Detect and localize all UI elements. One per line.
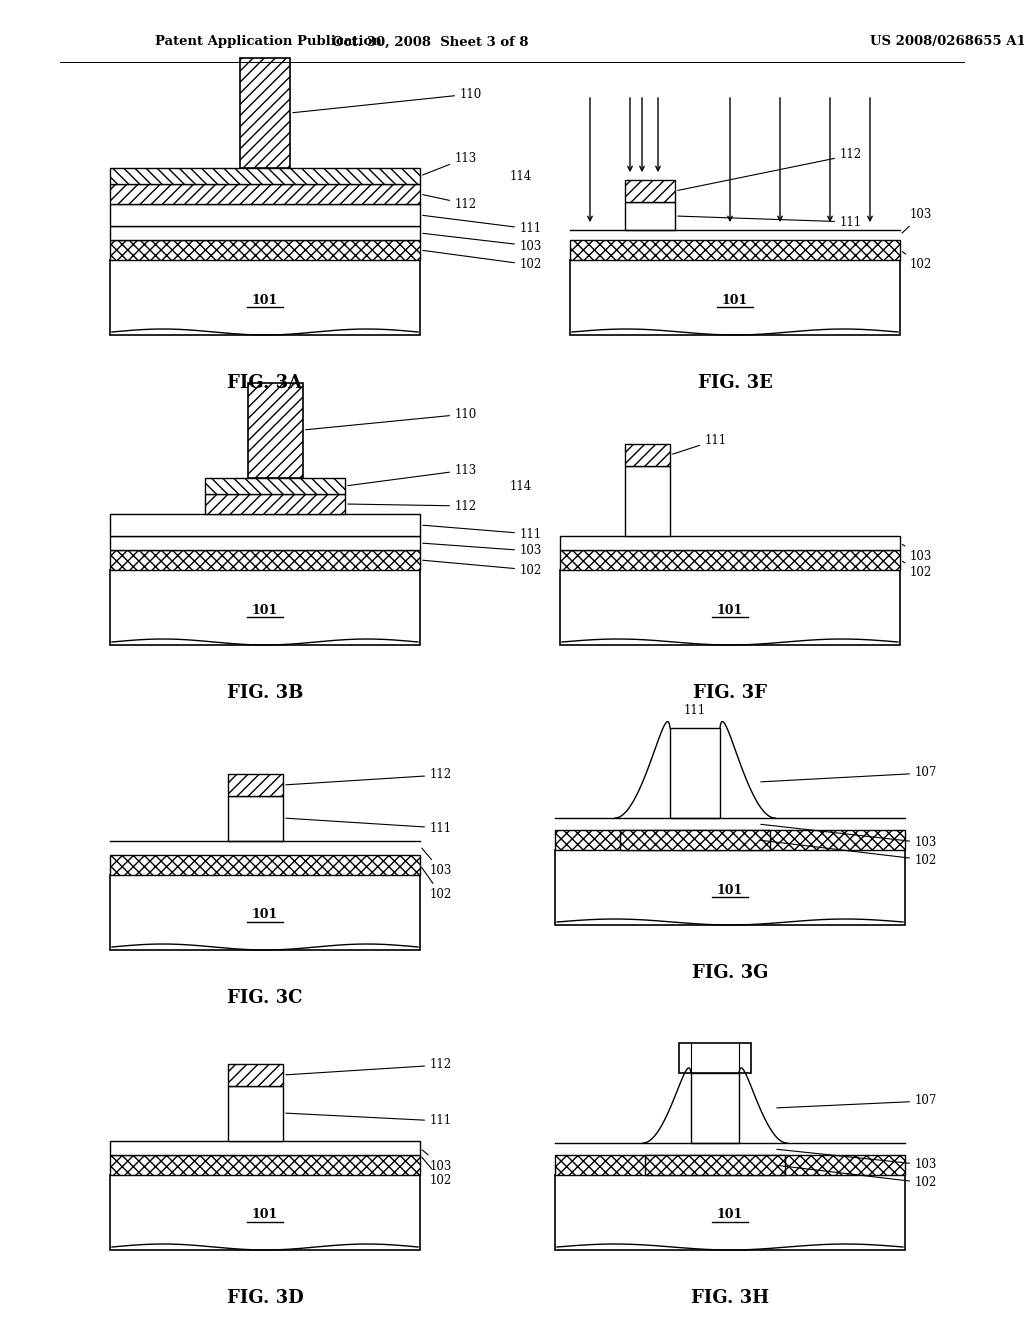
Bar [625, 466, 670, 536]
Text: 103: 103 [902, 544, 933, 562]
Text: 103: 103 [423, 544, 543, 557]
Bar [645, 1155, 785, 1175]
Text: 112: 112 [678, 149, 862, 190]
Text: 103: 103 [422, 1150, 453, 1172]
Bar [205, 478, 345, 494]
Bar [228, 1086, 283, 1140]
Text: 103: 103 [423, 234, 543, 252]
Bar [110, 513, 420, 536]
Text: FIG. 3C: FIG. 3C [227, 989, 303, 1007]
Bar [110, 205, 420, 226]
Bar [625, 180, 675, 202]
Text: Oct. 30, 2008  Sheet 3 of 8: Oct. 30, 2008 Sheet 3 of 8 [332, 36, 528, 49]
Text: 111: 111 [678, 215, 862, 228]
Text: FIG. 3D: FIG. 3D [226, 1290, 303, 1307]
Text: 113: 113 [423, 152, 477, 176]
Text: 107: 107 [761, 767, 937, 781]
Bar [555, 830, 905, 850]
Bar [248, 383, 303, 478]
Text: US 2008/0268655 A1: US 2008/0268655 A1 [870, 36, 1024, 49]
Bar [679, 1043, 751, 1073]
Bar [110, 855, 420, 875]
Bar [228, 796, 283, 841]
Text: FIG. 3E: FIG. 3E [697, 374, 772, 392]
Text: 102: 102 [902, 252, 932, 272]
Text: 102: 102 [902, 561, 932, 578]
Bar [570, 260, 900, 335]
Text: 101: 101 [717, 603, 743, 616]
Text: 103: 103 [761, 824, 937, 850]
Bar [110, 550, 420, 570]
Text: 113: 113 [348, 463, 477, 486]
Text: 112: 112 [348, 499, 477, 512]
Bar [670, 729, 720, 818]
Text: 103: 103 [777, 1150, 937, 1172]
Text: 111: 111 [286, 1113, 453, 1127]
Text: 110: 110 [293, 87, 482, 112]
Bar [570, 240, 900, 260]
Text: 112: 112 [286, 1059, 453, 1074]
Text: 111: 111 [423, 525, 542, 540]
Bar [625, 202, 675, 230]
Text: 110: 110 [306, 408, 477, 430]
Text: 101: 101 [252, 1209, 279, 1221]
Bar [205, 494, 345, 513]
Bar [110, 1155, 420, 1175]
Text: 102: 102 [777, 1166, 937, 1189]
Text: 103: 103 [902, 209, 933, 234]
Bar [560, 550, 900, 570]
Text: 101: 101 [717, 883, 743, 896]
Text: 114: 114 [510, 169, 532, 182]
Bar [110, 536, 420, 550]
Text: 102: 102 [423, 251, 543, 272]
Bar [110, 1175, 420, 1250]
Text: 114: 114 [510, 479, 532, 492]
Bar [555, 850, 905, 925]
Text: 101: 101 [252, 908, 279, 921]
Bar [691, 1073, 739, 1143]
Bar [110, 570, 420, 645]
Bar [555, 1175, 905, 1250]
Bar [228, 774, 283, 796]
Text: 101: 101 [722, 293, 749, 306]
Bar [625, 444, 670, 466]
Text: 102: 102 [423, 560, 543, 577]
Text: 101: 101 [717, 1209, 743, 1221]
Bar [555, 1155, 905, 1175]
Bar [560, 570, 900, 645]
Text: FIG. 3H: FIG. 3H [691, 1290, 769, 1307]
Bar [110, 260, 420, 335]
Text: 102: 102 [422, 1158, 453, 1187]
Bar [110, 1140, 420, 1155]
Text: 103: 103 [422, 849, 453, 878]
Bar [110, 168, 420, 183]
Text: 112: 112 [286, 768, 453, 785]
Text: 111: 111 [286, 818, 453, 834]
Bar [228, 1064, 283, 1086]
Text: FIG. 3G: FIG. 3G [692, 964, 768, 982]
Bar [110, 875, 420, 950]
Text: 102: 102 [422, 867, 453, 902]
Text: FIG. 3F: FIG. 3F [693, 684, 767, 702]
Bar [560, 536, 900, 550]
Bar [240, 58, 290, 168]
Bar [110, 240, 420, 260]
Text: Patent Application Publication: Patent Application Publication [155, 36, 382, 49]
Text: 111: 111 [423, 215, 542, 235]
Text: 111: 111 [684, 704, 707, 717]
Text: 101: 101 [252, 603, 279, 616]
Text: 111: 111 [673, 433, 727, 454]
Text: FIG. 3B: FIG. 3B [226, 684, 303, 702]
Text: 112: 112 [423, 194, 477, 210]
Bar [620, 830, 770, 850]
Text: FIG. 3A: FIG. 3A [227, 374, 302, 392]
Text: 101: 101 [252, 293, 279, 306]
Text: 102: 102 [761, 841, 937, 866]
Bar [110, 183, 420, 205]
Text: 107: 107 [777, 1094, 937, 1107]
Bar [110, 226, 420, 240]
